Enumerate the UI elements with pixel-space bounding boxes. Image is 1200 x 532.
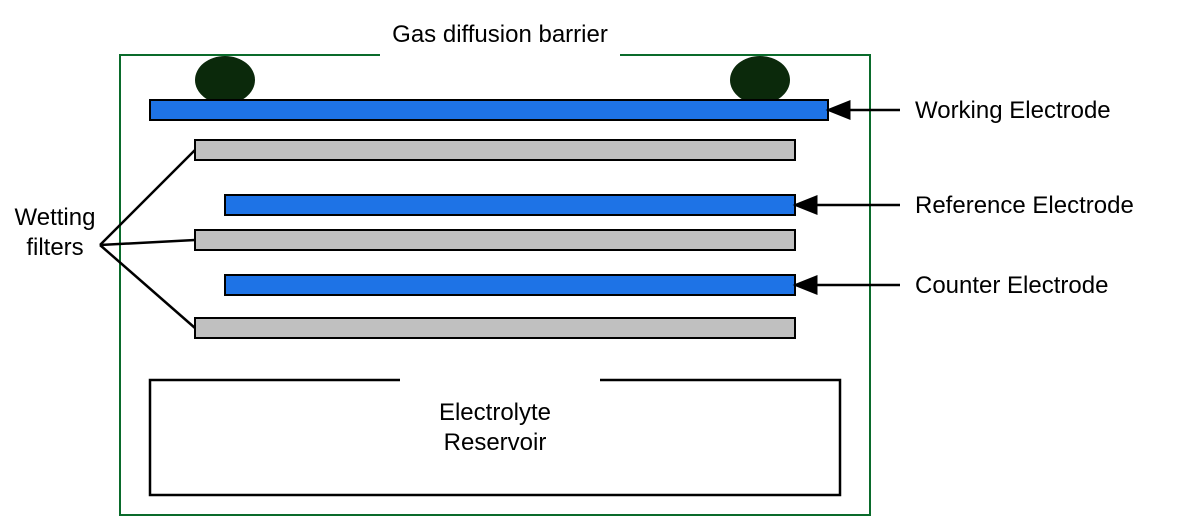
reference-electrode: [225, 195, 795, 215]
wetting-filter-1: [195, 140, 795, 160]
seal-right: [730, 56, 790, 104]
wetting-label-2: filters: [26, 234, 83, 261]
title-label: Gas diffusion barrier: [392, 21, 608, 48]
reservoir-top-gap: [400, 378, 600, 383]
counter-electrode: [225, 275, 795, 295]
seal-left: [195, 56, 255, 104]
top-gap-mask: [380, 53, 620, 57]
wetting-callout-1: [100, 150, 195, 245]
wetting-callout-2: [100, 240, 195, 245]
label-counter: Counter Electrode: [915, 272, 1108, 299]
reservoir-label-2: Reservoir: [444, 429, 547, 456]
label-working: Working Electrode: [915, 97, 1111, 124]
wetting-label-1: Wetting: [15, 204, 96, 231]
label-reference: Reference Electrode: [915, 192, 1134, 219]
reservoir-label-1: Electrolyte: [439, 399, 551, 426]
wetting-filter-3: [195, 318, 795, 338]
wetting-callout-3: [100, 245, 195, 328]
working-electrode: [150, 100, 828, 120]
wetting-filter-2: [195, 230, 795, 250]
